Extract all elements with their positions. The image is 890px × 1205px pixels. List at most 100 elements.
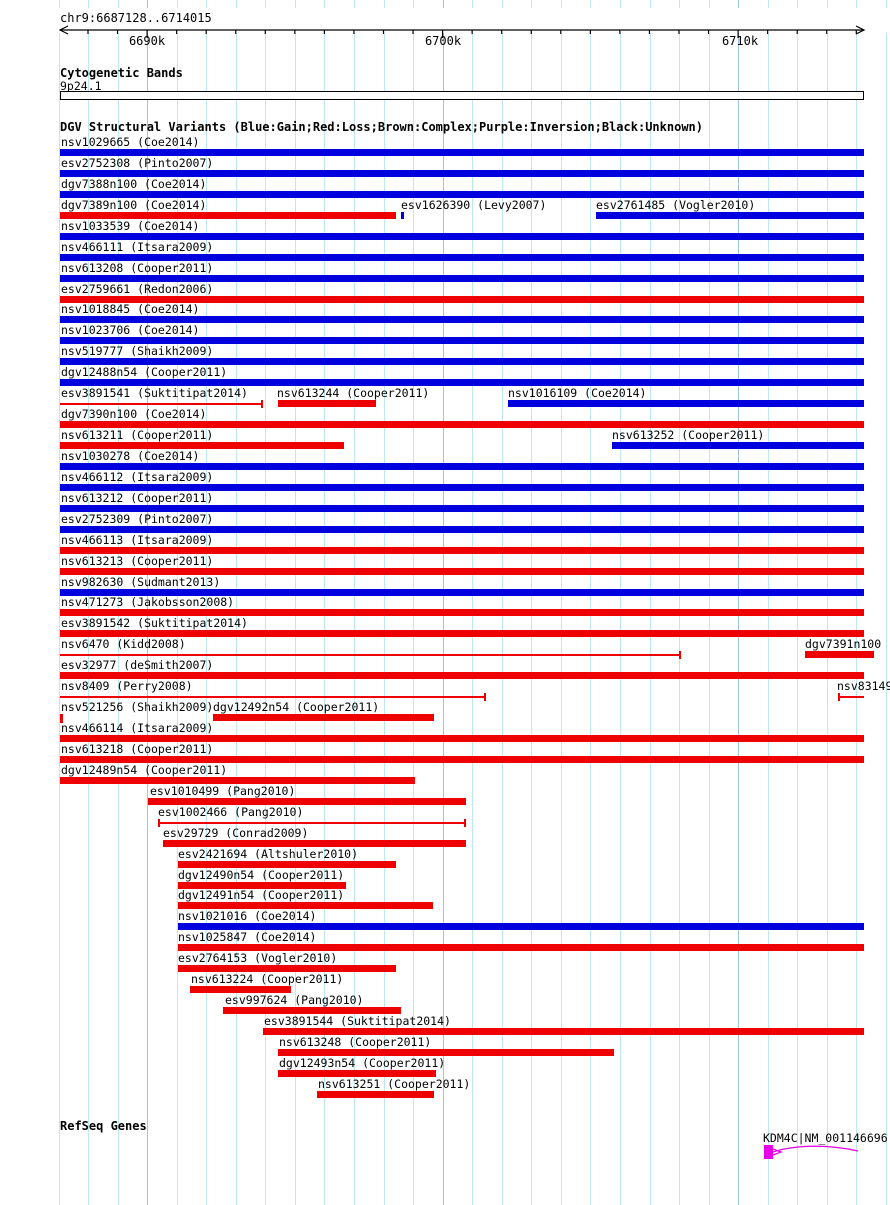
variant-bar[interactable] — [60, 379, 864, 386]
variant-bar[interactable] — [60, 609, 864, 616]
variant-bar[interactable] — [60, 212, 396, 219]
variant-label[interactable]: nsv613248 (Cooper2011) — [279, 1035, 432, 1049]
gene-name-label[interactable]: KDM4C|NM_001146696 — [763, 1131, 888, 1145]
variant-bar[interactable] — [60, 170, 864, 177]
variant-bar[interactable] — [805, 651, 874, 658]
variant-label[interactable]: dgv12492n54 (Cooper2011) — [213, 700, 380, 714]
variant-bar[interactable] — [60, 275, 864, 282]
variant-label[interactable]: esv997624 (Pang2010) — [225, 993, 364, 1007]
cytoband-glyph[interactable] — [60, 91, 864, 100]
variant-label[interactable]: esv2759661 (Redon2006) — [61, 282, 214, 296]
variant-label[interactable]: esv1002466 (Pang2010) — [158, 805, 304, 819]
variant-label[interactable]: nsv519777 (Shaikh2009) — [61, 344, 214, 358]
variant-label[interactable]: nsv613212 (Cooper2011) — [61, 491, 214, 505]
variant-label[interactable]: dgv7391n100 (Co — [805, 637, 890, 651]
variant-label[interactable]: nsv613252 (Cooper2011) — [612, 428, 765, 442]
variant-label[interactable]: dgv12489n54 (Cooper2011) — [61, 763, 228, 777]
variant-label[interactable]: nsv521256 (Shaikh2009) — [61, 700, 214, 714]
variant-label[interactable]: nsv1033539 (Coe2014) — [61, 219, 200, 233]
variant-bar[interactable] — [178, 965, 396, 972]
variant-label[interactable]: dgv7390n100 (Coe2014) — [61, 407, 207, 421]
variant-label[interactable]: nsv6470 (Kidd2008) — [61, 637, 186, 651]
variant-bar[interactable] — [60, 526, 864, 533]
variant-bar[interactable] — [178, 944, 864, 951]
variant-bar[interactable] — [60, 191, 864, 198]
variant-bar[interactable] — [60, 316, 864, 323]
variant-label[interactable]: nsv471273 (Jakobsson2008) — [61, 595, 235, 609]
variant-bar[interactable] — [263, 1028, 864, 1035]
variant-bar[interactable] — [60, 233, 864, 240]
variant-label[interactable]: nsv466114 (Itsara2009) — [61, 721, 214, 735]
variant-bar[interactable] — [60, 568, 864, 575]
gene-exon-box[interactable] — [764, 1145, 773, 1159]
variant-label[interactable]: nsv613244 (Cooper2011) — [277, 386, 430, 400]
variant-bar[interactable] — [60, 735, 864, 742]
variant-bar[interactable] — [60, 630, 864, 637]
variant-label[interactable]: nsv613224 (Cooper2011) — [191, 972, 344, 986]
variant-bar[interactable] — [60, 505, 864, 512]
variant-bar[interactable] — [60, 484, 864, 491]
variant-label[interactable]: nsv613211 (Cooper2011) — [61, 428, 214, 442]
variant-label[interactable]: esv3891542 (Suktitipat2014) — [61, 616, 248, 630]
variant-label[interactable]: nsv613208 (Cooper2011) — [61, 261, 214, 275]
variant-label[interactable]: nsv466111 (Itsara2009) — [61, 240, 214, 254]
variant-label[interactable]: dgv12490n54 (Cooper2011) — [178, 868, 345, 882]
variant-label[interactable]: nsv982630 (Sudmant2013) — [61, 575, 221, 589]
variant-label[interactable]: nsv613213 (Cooper2011) — [61, 554, 214, 568]
variant-label[interactable]: nsv613251 (Cooper2011) — [318, 1077, 471, 1091]
variant-range-line[interactable] — [60, 654, 681, 656]
variant-bar[interactable] — [60, 337, 864, 344]
variant-bar[interactable] — [60, 149, 864, 156]
variant-point-tick[interactable] — [60, 714, 63, 723]
variant-bar[interactable] — [278, 1070, 436, 1077]
variant-bar[interactable] — [60, 547, 864, 554]
variant-label[interactable]: dgv12491n54 (Cooper2011) — [178, 888, 345, 902]
variant-label[interactable]: dgv12488n54 (Cooper2011) — [61, 365, 228, 379]
variant-label[interactable]: nsv466112 (Itsara2009) — [61, 470, 214, 484]
variant-bar[interactable] — [60, 672, 864, 679]
variant-bar[interactable] — [148, 798, 466, 805]
variant-label[interactable]: esv2761485 (Vogler2010) — [596, 198, 756, 212]
variant-label[interactable]: nsv831499 — [837, 679, 890, 693]
variant-bar[interactable] — [60, 442, 344, 449]
variant-bar[interactable] — [178, 923, 864, 930]
variant-bar[interactable] — [596, 212, 864, 219]
variant-label[interactable]: nsv1029665 (Coe2014) — [61, 135, 200, 149]
variant-bar[interactable] — [178, 882, 346, 889]
variant-bar[interactable] — [190, 986, 291, 993]
variant-bar[interactable] — [60, 358, 864, 365]
variant-bar[interactable] — [60, 589, 864, 596]
variant-label[interactable]: esv1010499 (Pang2010) — [150, 784, 296, 798]
variant-range-line[interactable] — [60, 403, 263, 405]
variant-label[interactable]: esv3891544 (Suktitipat2014) — [264, 1014, 451, 1028]
variant-bar[interactable] — [508, 400, 864, 407]
variant-bar[interactable] — [278, 1049, 614, 1056]
variant-label[interactable]: dgv12493n54 (Cooper2011) — [279, 1056, 446, 1070]
variant-bar[interactable] — [163, 840, 466, 847]
variant-label[interactable]: dgv7389n100 (Coe2014) — [61, 198, 207, 212]
variant-bar[interactable] — [223, 1007, 401, 1014]
variant-label[interactable]: esv2752308 (Pinto2007) — [61, 156, 214, 170]
variant-label[interactable]: nsv8409 (Perry2008) — [61, 679, 193, 693]
variant-range-line[interactable] — [838, 696, 864, 698]
variant-label[interactable]: nsv1023706 (Coe2014) — [61, 323, 200, 337]
variant-bar[interactable] — [317, 1091, 434, 1098]
variant-range-line[interactable] — [60, 696, 486, 698]
variant-bar[interactable] — [278, 400, 376, 407]
variant-bar[interactable] — [60, 463, 864, 470]
variant-label[interactable]: dgv7388n100 (Coe2014) — [61, 177, 207, 191]
variant-label[interactable]: esv2421694 (Altshuler2010) — [178, 847, 359, 861]
variant-bar[interactable] — [178, 902, 433, 909]
variant-bar[interactable] — [178, 861, 396, 868]
variant-label[interactable]: nsv466113 (Itsara2009) — [61, 533, 214, 547]
variant-label[interactable]: nsv1016109 (Coe2014) — [508, 386, 647, 400]
variant-label[interactable]: esv1626390 (Levy2007) — [401, 198, 547, 212]
variant-label[interactable]: esv3891541 (Suktitipat2014) — [61, 386, 248, 400]
variant-label[interactable]: esv32977 (deSmith2007) — [61, 658, 214, 672]
variant-range-line[interactable] — [158, 822, 466, 824]
variant-bar[interactable] — [612, 442, 864, 449]
variant-label[interactable]: nsv1030278 (Coe2014) — [61, 449, 200, 463]
variant-bar[interactable] — [60, 421, 864, 428]
variant-label[interactable]: esv2752309 (Pinto2007) — [61, 512, 214, 526]
variant-label[interactable]: nsv1018845 (Coe2014) — [61, 302, 200, 316]
